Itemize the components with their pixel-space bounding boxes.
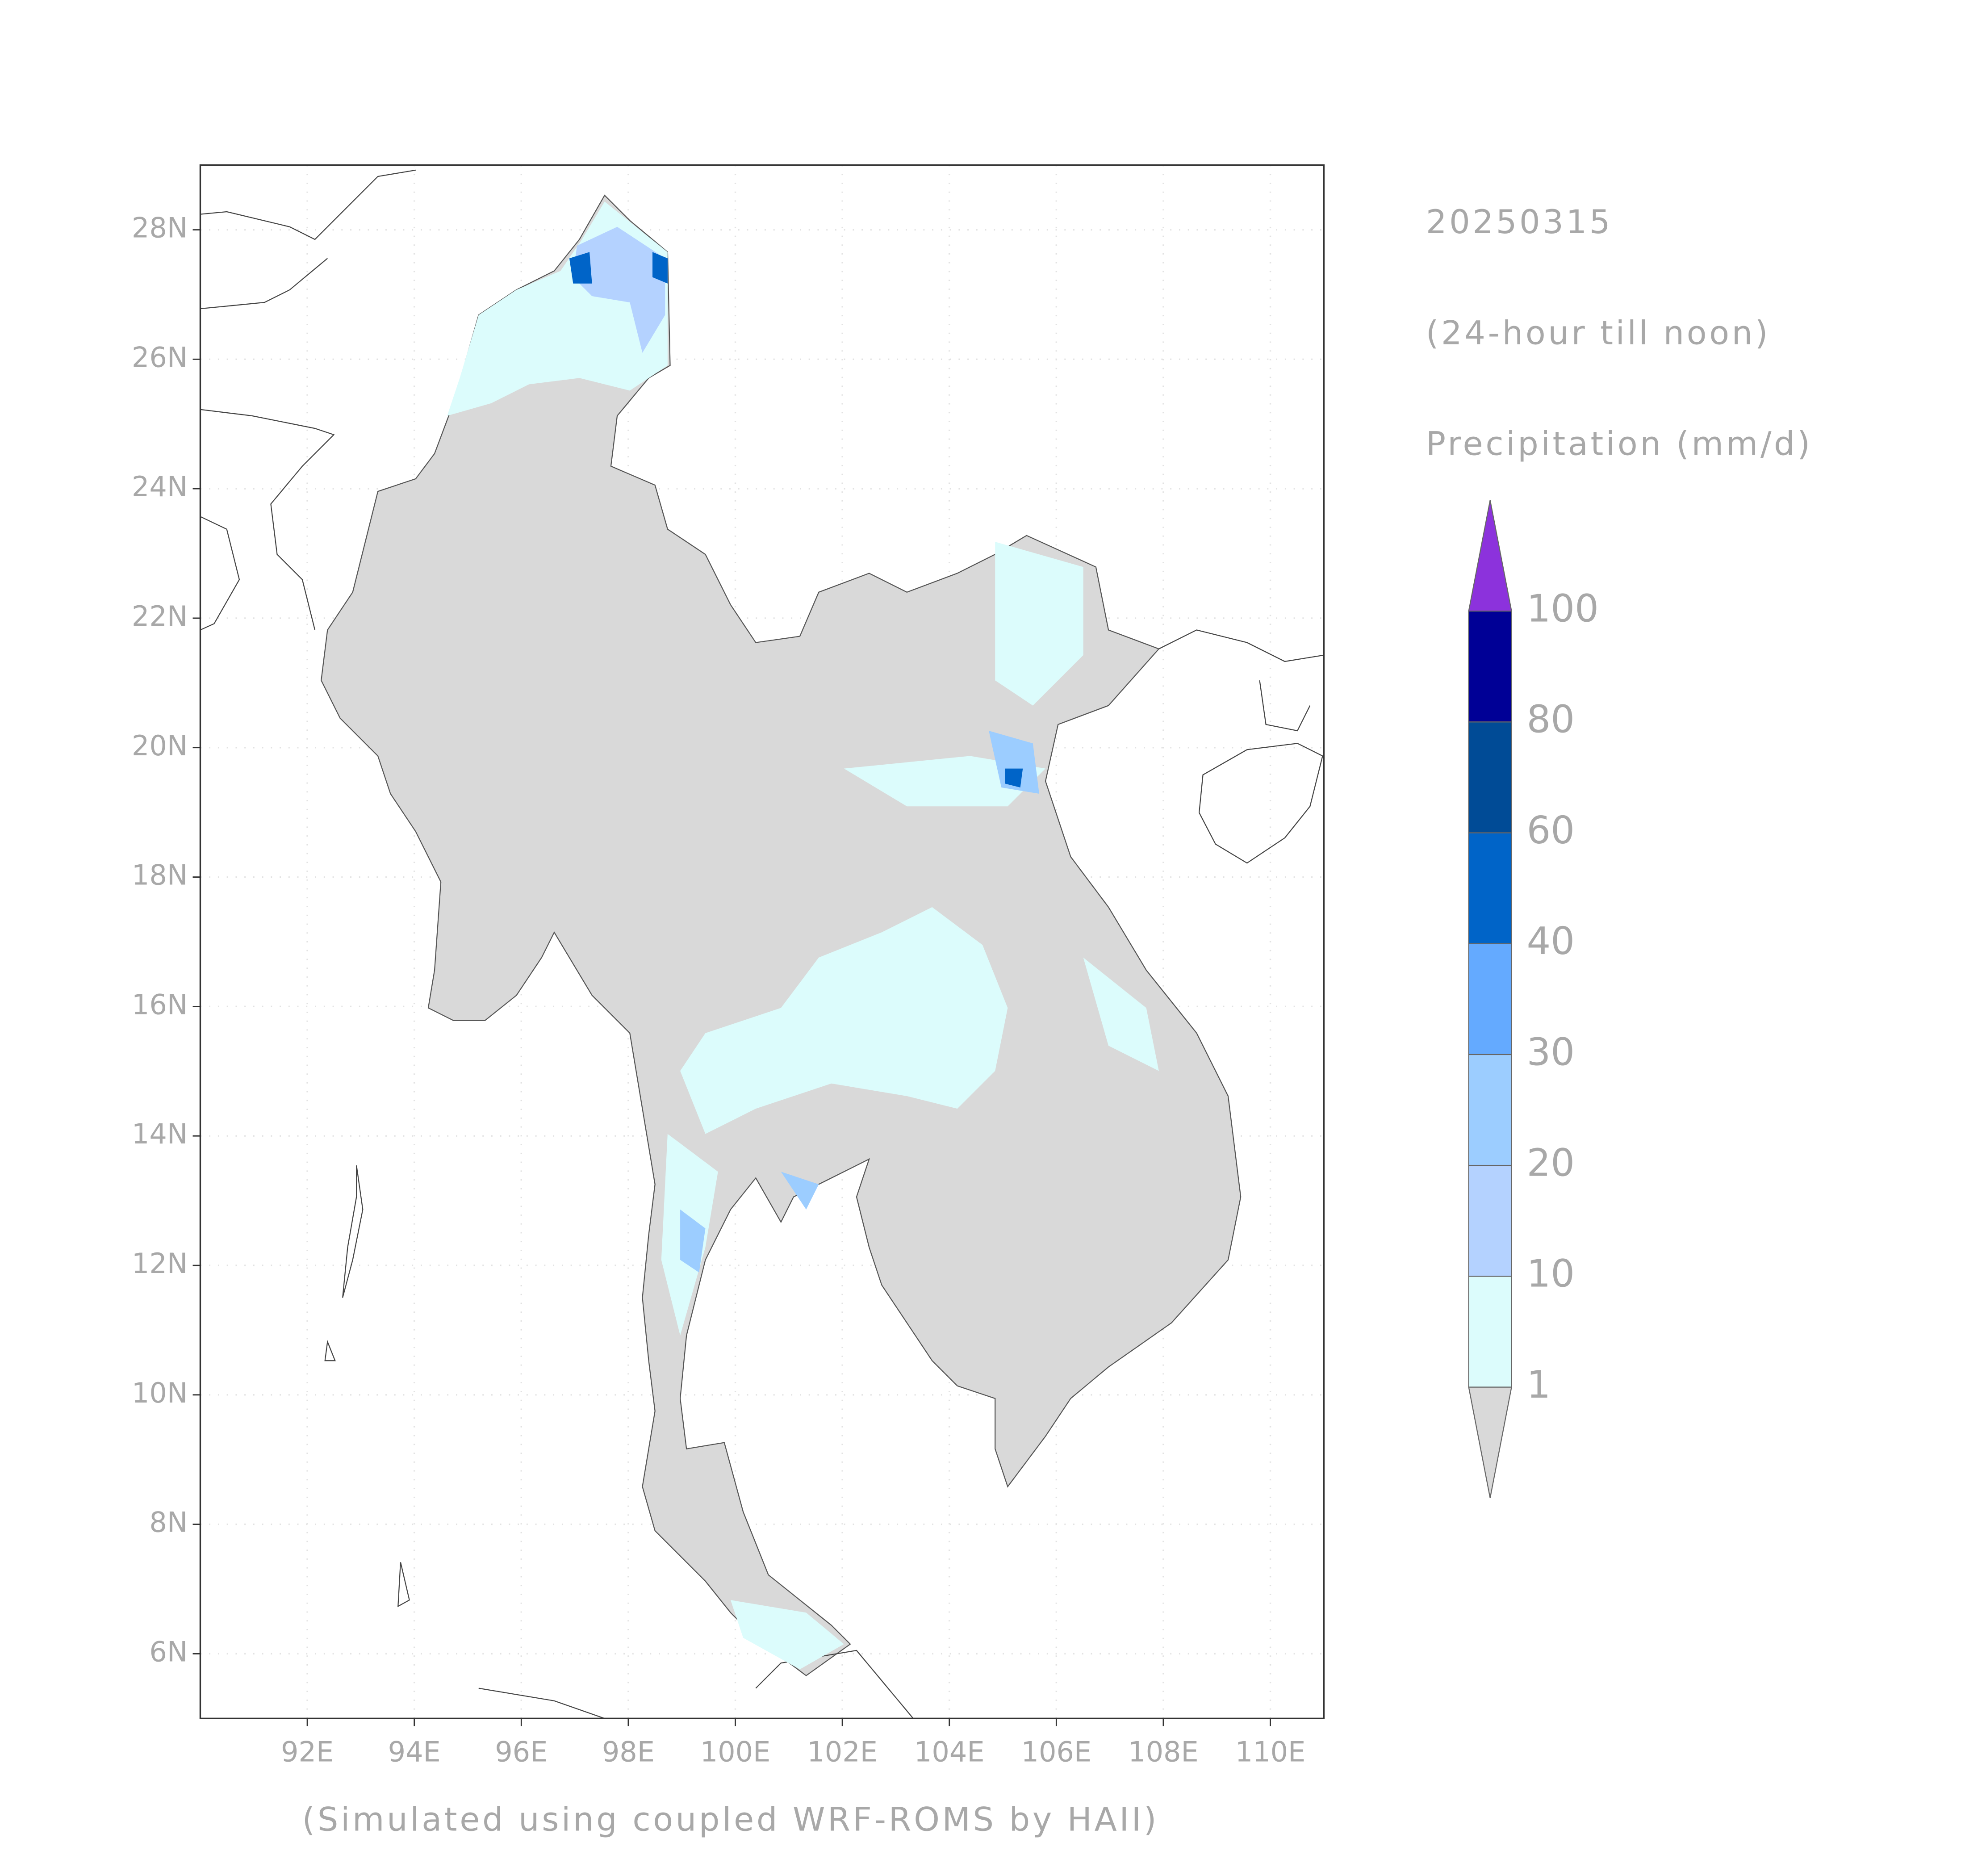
colorbar-band [1468, 610, 1512, 723]
date-title: 20250315 [1426, 203, 1613, 241]
y-tick-label: 8N [149, 1506, 188, 1539]
colorbar-label: 10 [1526, 1252, 1575, 1296]
y-tick-label: 24N [132, 470, 188, 503]
y-tick-label: 28N [132, 212, 188, 244]
colorbar-label: 30 [1526, 1030, 1575, 1074]
variable-title: Precipitation (mm/d) [1426, 425, 1813, 463]
y-tick-label: 16N [132, 988, 188, 1021]
precip-patch [573, 226, 665, 353]
colorbar-band [1468, 1164, 1512, 1277]
x-tick-label: 94E [388, 1735, 441, 1768]
y-tick-label: 22N [132, 600, 188, 632]
hainan [1198, 743, 1323, 864]
china-coast [1158, 629, 1324, 732]
x-tick-label: 98E [602, 1735, 655, 1768]
x-tick-label: 106E [1021, 1735, 1092, 1768]
x-tick-label: 96E [495, 1735, 548, 1768]
x-tick-label: 108E [1128, 1735, 1199, 1768]
y-tick-label: 6N [149, 1635, 188, 1668]
precip-patch [680, 907, 1008, 1134]
colorbar-label: 1 [1526, 1362, 1551, 1407]
colorbar-label: 60 [1526, 808, 1575, 852]
colorbar-band [1468, 1054, 1512, 1166]
precip-patch [1005, 768, 1023, 787]
tick-layer: 92E 94E 96E 98E 100E 102E 104E 106E 108E 110E 6N 8N… [132, 212, 1305, 1768]
y-tick-label: 20N [132, 729, 188, 762]
colorbar-band [1468, 721, 1512, 833]
y-tick-label: 18N [132, 859, 188, 892]
precipitation-field [447, 201, 1159, 1670]
y-tick-label: 26N [132, 341, 188, 373]
andaman-islands [324, 1165, 410, 1608]
colorbar: 1 10 20 30 40 60 80 100 [1468, 500, 1599, 1498]
footer-note: (Simulated using coupled WRF-ROMS by HAI… [302, 1801, 1159, 1839]
x-tick-label: 104E [914, 1735, 985, 1768]
colorbar-label: 80 [1526, 697, 1575, 741]
y-tick-label: 10N [132, 1377, 188, 1409]
y-tick-label: 14N [132, 1118, 188, 1150]
x-tick-label: 92E [281, 1735, 334, 1768]
precip-patch [569, 252, 668, 284]
india-coast [200, 169, 416, 631]
x-tick-label: 102E [807, 1735, 878, 1768]
precip-patch [680, 731, 1039, 1273]
colorbar-label: 40 [1526, 919, 1575, 963]
colorbar-label: 20 [1526, 1141, 1575, 1185]
period-title: (24-hour till noon) [1426, 314, 1770, 352]
colorbar-band [1468, 1276, 1512, 1388]
precip-patch [661, 541, 1159, 1670]
x-tick-label: 110E [1235, 1735, 1306, 1768]
x-tick-label: 100E [700, 1735, 771, 1768]
colorbar-band [1468, 832, 1512, 944]
y-tick-label: 12N [132, 1247, 188, 1280]
colorbar-band [1468, 943, 1512, 1055]
map-frame [199, 164, 1325, 1719]
colorbar-label: 100 [1526, 586, 1599, 630]
